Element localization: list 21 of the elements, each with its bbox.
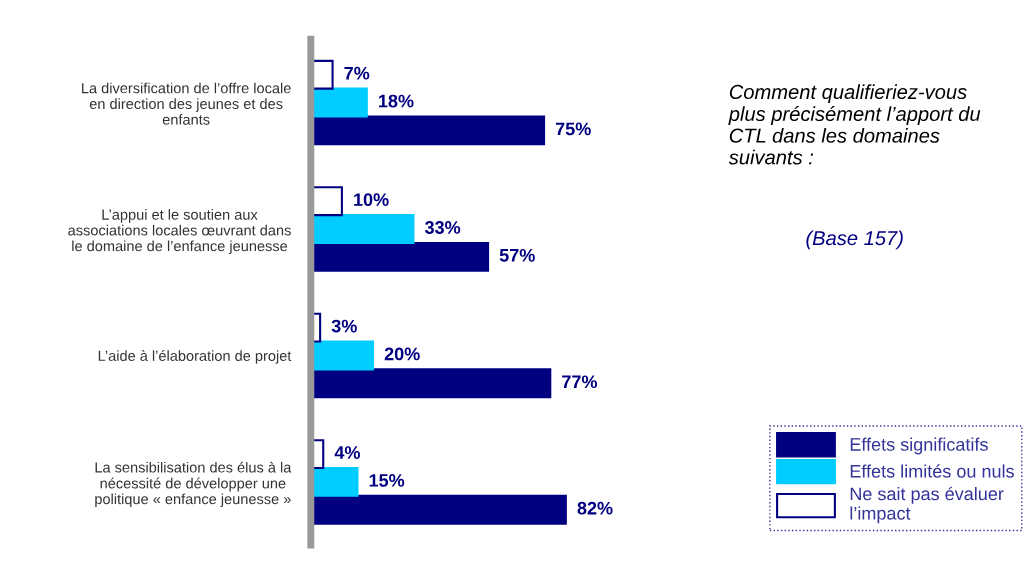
legend-label: Ne sait pas évaluer l’impact: [850, 486, 1004, 524]
legend-label: Effets significatifs: [850, 437, 988, 455]
data-label: 15%: [369, 474, 405, 487]
data-label: 82%: [577, 501, 613, 515]
y-tick-label: L’appui et le soutien aux associations locales œuvrant dans le domaine de l’enfance jeunesse: [68, 209, 291, 255]
y-tick-label: La diversification de l’offre locale en direction des jeunes et des enfants: [82, 82, 291, 125]
text: Comment qualifieriez-vous plus précisément l’apport du CTL dans les domaines suivants :: [728, 84, 981, 165]
data-label: 33%: [424, 221, 461, 234]
data-label: 3%: [331, 319, 357, 333]
text: (Base 157): [806, 230, 903, 250]
data-label: 10%: [354, 193, 389, 207]
y-tick-label: L’aide à l’élaboration de projet: [98, 350, 292, 364]
data-label: 7%: [344, 66, 370, 80]
data-label: 77%: [562, 375, 598, 389]
data-label: 4%: [334, 446, 360, 459]
y-tick-label: La sensibilisation des élus à la nécessité de développer une politique « enfance jeunesse »: [95, 461, 292, 508]
data-label: 18%: [379, 94, 414, 108]
data-label: 57%: [499, 248, 535, 262]
legend-label: Effets limités ou nuls: [850, 464, 1014, 478]
data-label: 20%: [384, 347, 420, 361]
data-label: 75%: [555, 122, 591, 136]
